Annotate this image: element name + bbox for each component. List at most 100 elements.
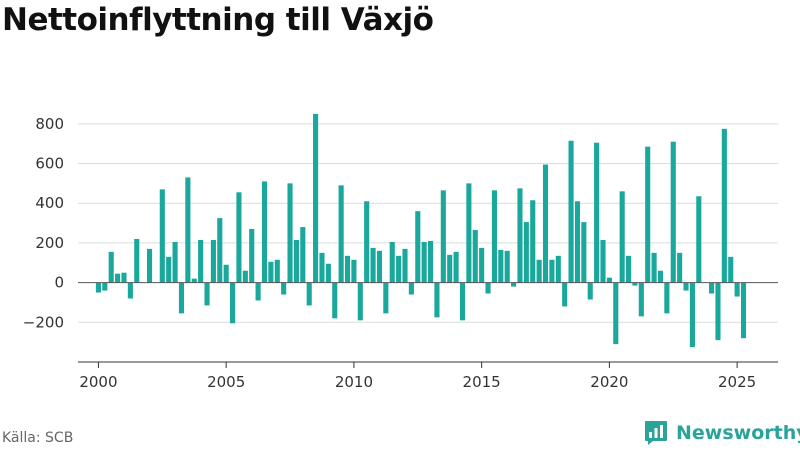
bar	[517, 188, 523, 283]
bar	[185, 177, 191, 283]
y-tick-label: 200	[35, 234, 64, 252]
bar	[351, 259, 357, 283]
bar	[459, 282, 466, 321]
bar	[134, 238, 140, 283]
bar	[491, 190, 497, 283]
bar	[178, 282, 185, 314]
x-tick-label: 2020	[590, 373, 628, 391]
chart-title: Nettoinflyttning till Växjö	[2, 2, 434, 38]
brand-name: Newsworthy	[676, 422, 800, 444]
bar	[447, 254, 453, 283]
bar	[549, 259, 555, 283]
bar	[689, 282, 695, 348]
bar	[357, 282, 363, 321]
bar	[638, 282, 644, 317]
bar	[664, 282, 670, 314]
bar	[332, 282, 338, 319]
bar	[172, 241, 178, 283]
bar	[396, 255, 402, 283]
bar	[562, 282, 568, 307]
bar	[402, 248, 408, 283]
bar	[236, 192, 242, 283]
x-tick-label: 2010	[335, 373, 373, 391]
bar	[683, 282, 689, 291]
bar	[313, 113, 319, 283]
bar	[287, 183, 293, 283]
bar	[249, 229, 255, 283]
bar	[389, 241, 395, 283]
bar	[242, 270, 248, 283]
y-tick-label: 600	[35, 155, 64, 173]
bar	[594, 142, 600, 283]
bar	[376, 250, 383, 283]
bar	[274, 259, 280, 283]
bar	[319, 252, 325, 283]
bar	[606, 277, 612, 283]
bar	[574, 201, 581, 283]
x-tick-label: 2025	[718, 373, 756, 391]
x-axis: 2000 2005 2010 2015 2020 2025	[78, 361, 778, 391]
y-tick-label: 0	[54, 274, 64, 292]
bar	[651, 252, 657, 283]
bar	[166, 256, 172, 283]
bar	[670, 141, 676, 283]
x-tick-label: 2005	[207, 373, 245, 391]
bar	[191, 278, 197, 283]
bar	[715, 282, 721, 341]
y-tick-label: −200	[23, 313, 64, 331]
y-tick-label: 800	[35, 115, 64, 133]
bar	[261, 181, 268, 283]
bar	[440, 190, 446, 283]
bar	[504, 250, 510, 283]
bar	[696, 196, 702, 283]
bar	[472, 230, 478, 283]
bar	[255, 282, 261, 301]
bar	[542, 164, 549, 283]
bar	[325, 263, 331, 283]
bar	[95, 282, 101, 293]
bar	[268, 261, 274, 283]
bar	[370, 247, 376, 283]
bar	[115, 273, 121, 283]
bar	[383, 282, 389, 314]
bar	[159, 189, 165, 283]
source-note: Källa: SCB	[2, 430, 74, 446]
bar	[485, 282, 491, 294]
bar	[645, 146, 651, 283]
bar	[146, 248, 153, 283]
bar	[600, 239, 606, 283]
bar	[121, 272, 127, 283]
bar	[530, 200, 536, 283]
bars	[95, 113, 747, 348]
bar	[428, 240, 434, 283]
newsworthy-logo-icon	[645, 421, 667, 445]
bar	[338, 185, 344, 283]
bar	[466, 183, 472, 283]
bar	[415, 211, 421, 283]
bar	[555, 255, 561, 283]
bar	[632, 282, 638, 286]
bar	[657, 270, 664, 283]
bar	[498, 249, 504, 283]
bar	[306, 282, 312, 306]
x-tick-label: 2015	[463, 373, 501, 391]
bar	[523, 222, 529, 283]
bar	[434, 282, 440, 318]
bar	[479, 247, 485, 283]
bar	[108, 251, 114, 283]
bar	[728, 256, 734, 283]
bar	[613, 282, 619, 345]
bar	[293, 239, 299, 283]
bar	[721, 128, 727, 283]
bar	[709, 282, 715, 294]
bar	[587, 282, 593, 300]
bar	[210, 239, 216, 283]
bar	[204, 282, 210, 306]
bar	[740, 282, 747, 339]
bar	[421, 241, 427, 283]
bar	[217, 218, 223, 283]
bar	[364, 201, 370, 283]
bar	[625, 255, 632, 283]
bar	[223, 264, 229, 283]
